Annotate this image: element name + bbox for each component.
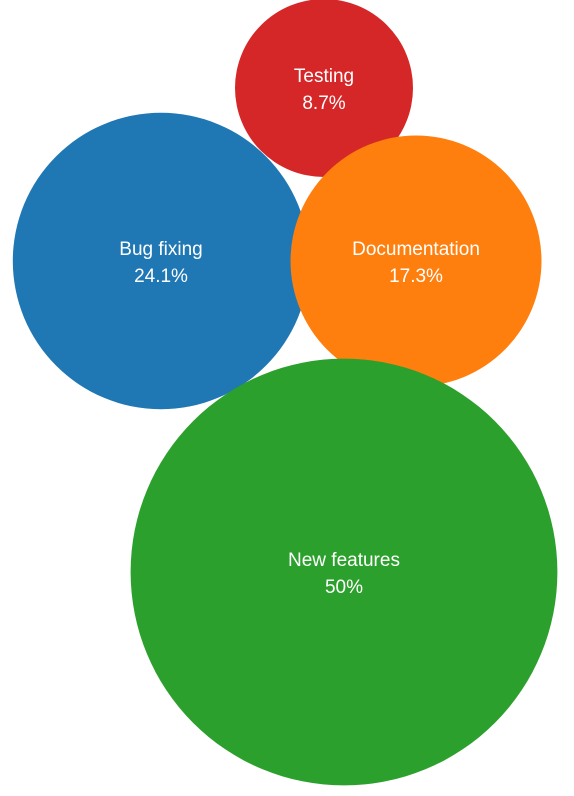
bubble-circle-bug-fixing[interactable]: [12, 112, 310, 410]
bubble-testing[interactable]: Testing 8.7%: [235, 0, 413, 177]
bubble-circle-documentation[interactable]: [290, 135, 542, 387]
bubble-name-label: Documentation: [352, 239, 480, 260]
bubble-name-label: Testing: [294, 66, 354, 87]
bubble-value-label: 8.7%: [302, 93, 345, 114]
bubble-name-label: New features: [288, 550, 400, 571]
bubble-value-label: 50%: [325, 577, 363, 598]
bubble-name-label: Bug fixing: [119, 239, 202, 260]
bubble-value-label: 24.1%: [134, 266, 188, 287]
bubble-circle-testing[interactable]: [235, 0, 413, 177]
bubble-circle-new-features[interactable]: [130, 358, 558, 786]
bubble-documentation[interactable]: Documentation 17.3%: [290, 135, 542, 387]
bubble-bug-fixing[interactable]: Bug fixing 24.1%: [12, 112, 310, 410]
bubble-new-features[interactable]: New features 50%: [130, 358, 558, 786]
bubble-value-label: 17.3%: [389, 266, 443, 287]
